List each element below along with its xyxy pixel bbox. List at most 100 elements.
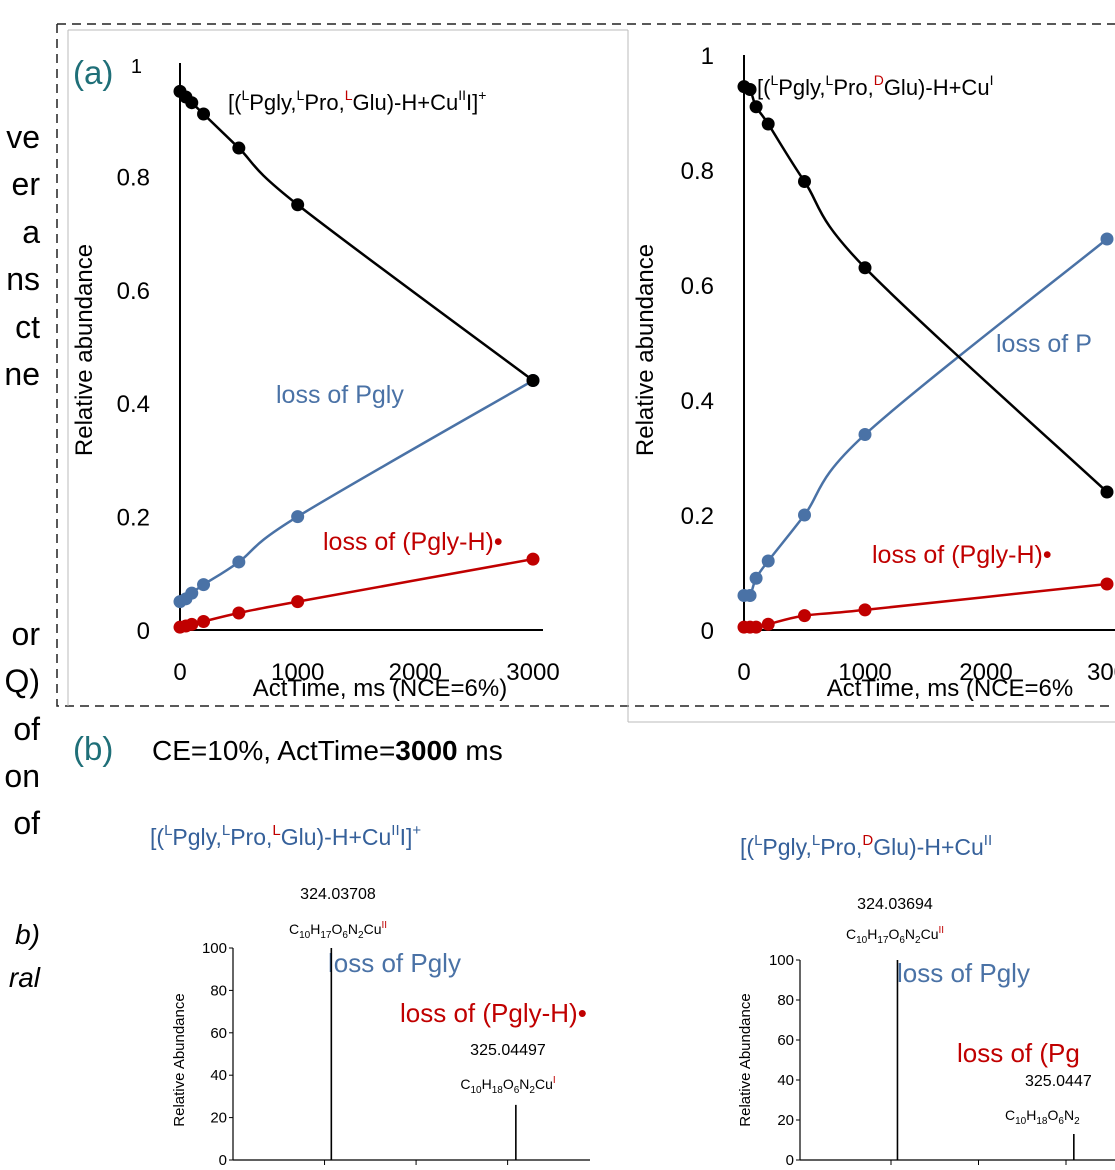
data-point bbox=[749, 100, 763, 114]
data-point bbox=[749, 620, 763, 634]
x-tick-label: 1000 bbox=[271, 659, 324, 686]
y-tick-label: 20 bbox=[777, 1112, 794, 1129]
y-tick-label: 0.6 bbox=[681, 273, 714, 300]
y-tick-label: 0.4 bbox=[681, 388, 714, 415]
data-point bbox=[798, 508, 811, 522]
peak-formula-label: C10H18O6N2 bbox=[1005, 1107, 1080, 1127]
y-tick-label: 80 bbox=[210, 982, 227, 999]
data-point bbox=[743, 589, 757, 602]
side-fragment: of bbox=[13, 805, 40, 841]
series-label-loss-pglyh: loss of (Pgly-H)• bbox=[323, 528, 503, 556]
peak-formula-label: C10H17O6N2CuII bbox=[846, 925, 944, 946]
data-point bbox=[232, 606, 246, 620]
x-tick-label: 3000 bbox=[506, 659, 559, 686]
panel-a-left-title: [(LPgly,LPro,LGlu)-H+CuIII]+ bbox=[228, 87, 486, 115]
y-tick-label: 60 bbox=[777, 1032, 794, 1049]
data-point bbox=[197, 614, 211, 628]
data-point bbox=[858, 603, 872, 617]
data-point bbox=[858, 261, 872, 275]
data-point bbox=[197, 578, 211, 592]
y-tick-label: 100 bbox=[202, 940, 227, 957]
data-point bbox=[761, 554, 775, 568]
series-label-loss-pgly: loss of Pgly bbox=[276, 381, 404, 409]
data-point bbox=[1100, 577, 1114, 591]
panel-b-left-title: [(LPgly,LPro,LGlu)-H+CuIII]+ bbox=[150, 822, 421, 850]
side-fragment-italic: b) bbox=[15, 919, 40, 950]
y-axis-title: Relative Abundance bbox=[171, 993, 188, 1126]
data-point bbox=[232, 141, 246, 155]
series-line bbox=[744, 582, 1108, 629]
panel-b-condition: CE=10%, ActTime=3000 ms bbox=[152, 735, 503, 766]
y-tick-label: 0.8 bbox=[117, 164, 150, 191]
y-axis-title: Relative abundance bbox=[71, 244, 98, 456]
data-point bbox=[1100, 485, 1114, 499]
line-chart-right: 0 0.2 0.4 0.6 0.8 1 0 1000 2000 300 ActTime, ms (N… bbox=[632, 43, 1115, 702]
side-fragment: on bbox=[4, 758, 40, 794]
side-fragment: of bbox=[13, 711, 40, 747]
x-tick-label: 0 bbox=[737, 659, 750, 686]
y-tick-label: 1 bbox=[701, 43, 714, 70]
data-point bbox=[798, 175, 811, 188]
x-tick-label: 2000 bbox=[959, 659, 1012, 686]
series-label-loss-pglyh-right: loss of (Pgly-H)• bbox=[872, 541, 1052, 569]
x-tick-label: 2000 bbox=[389, 659, 442, 686]
series-line bbox=[179, 90, 534, 382]
y-tick-label: 0 bbox=[701, 618, 714, 645]
data-point bbox=[232, 555, 246, 569]
series-label-loss-pgly-right: loss of P bbox=[996, 330, 1092, 358]
y-tick-label: 100 bbox=[769, 952, 794, 969]
peak-mass-label: 325.04497 bbox=[470, 1042, 546, 1059]
panel-a-label: (a) bbox=[73, 54, 113, 91]
y-tick-label: 0 bbox=[786, 1152, 794, 1169]
spectrum-label-loss-pglyh: loss of (Pgly-H)• bbox=[400, 998, 587, 1028]
y-tick-label: 20 bbox=[210, 1110, 227, 1127]
x-axis-title: ActTime, ms (NCE=6%) bbox=[253, 675, 507, 702]
x-tick-label: 1000 bbox=[838, 659, 891, 686]
data-point bbox=[761, 617, 775, 631]
data-point bbox=[291, 510, 305, 524]
peak-mass-label: 325.0447 bbox=[1025, 1073, 1092, 1090]
y-tick-label: 0.4 bbox=[117, 391, 150, 418]
y-tick-label: 40 bbox=[777, 1072, 794, 1089]
data-point bbox=[185, 586, 199, 600]
data-point bbox=[185, 96, 199, 110]
data-point bbox=[761, 117, 775, 131]
data-point bbox=[526, 552, 540, 566]
peak-mass-label: 324.03708 bbox=[300, 886, 376, 903]
side-fragment: Q) bbox=[4, 663, 40, 699]
peak-mass-label: 324.03694 bbox=[857, 896, 933, 913]
panel-a-dashed-frame bbox=[56, 23, 1115, 707]
y-tick-label: 1 bbox=[131, 56, 142, 78]
series-line bbox=[179, 557, 534, 629]
y-tick-label: 0.8 bbox=[681, 158, 714, 185]
spectrum-label-loss-pgly: loss of Pgly bbox=[328, 948, 461, 978]
data-point bbox=[291, 198, 305, 212]
y-tick-label: 60 bbox=[210, 1025, 227, 1042]
data-point bbox=[798, 609, 811, 623]
peak-formula-label: C10H17O6N2CuII bbox=[289, 920, 387, 941]
y-tick-label: 0 bbox=[137, 618, 150, 645]
spectrum-label-loss-pgly-right: loss of Pgly bbox=[897, 958, 1030, 988]
data-point bbox=[749, 571, 763, 585]
cropped-side-text: ve er a ns ct ne or Q) of on of b) ral bbox=[4, 119, 40, 993]
y-tick-label: 0.2 bbox=[117, 505, 150, 532]
x-tick-label: 300 bbox=[1087, 659, 1115, 686]
data-point bbox=[858, 428, 872, 441]
data-point bbox=[526, 374, 540, 388]
data-point bbox=[1100, 232, 1114, 246]
y-tick-label: 0.2 bbox=[681, 503, 714, 530]
x-tick-label: 0 bbox=[173, 659, 186, 686]
side-fragment: ct bbox=[15, 309, 40, 345]
y-tick-label: 0.6 bbox=[117, 278, 150, 305]
panel-b-right-title: [(LPgly,LPro,DGlu)-H+CuII bbox=[740, 832, 992, 860]
side-fragment: a bbox=[22, 214, 40, 250]
peak-formula-label: C10H18O6N2CuI bbox=[460, 1075, 555, 1096]
y-axis-title: Relative abundance bbox=[632, 244, 659, 456]
side-fragment: ve bbox=[6, 119, 40, 155]
data-point bbox=[185, 617, 199, 631]
side-fragment: ne bbox=[4, 356, 40, 392]
